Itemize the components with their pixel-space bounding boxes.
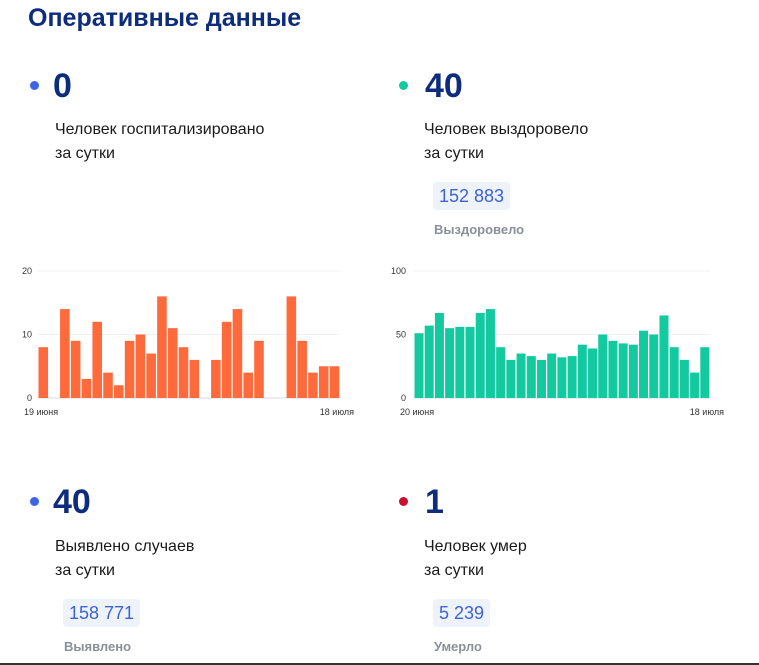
- hospitalized-line1: Человек госпитализировано: [55, 121, 265, 138]
- chart-bar[interactable]: [445, 328, 455, 398]
- cases-total-label: Выявлено: [64, 639, 132, 654]
- deaths-line1: Человек умер: [424, 538, 527, 555]
- recovered-total-label: Выздоровело: [434, 222, 525, 237]
- chart-bar[interactable]: [536, 359, 546, 398]
- chart-bar[interactable]: [659, 315, 669, 398]
- cases-line2: за сутки: [55, 562, 115, 579]
- chart-bar[interactable]: [485, 309, 495, 398]
- deaths-total-badge: 5 239: [433, 599, 491, 627]
- chart-bar[interactable]: [577, 344, 587, 398]
- x-end-label: 18 июля: [690, 407, 724, 417]
- cases-total-badge: 158 771: [63, 599, 141, 627]
- chart-bar[interactable]: [60, 309, 70, 398]
- chart-bar[interactable]: [557, 357, 567, 398]
- x-start-label: 20 июня: [400, 407, 434, 417]
- chart-bar[interactable]: [318, 366, 329, 398]
- hospitalized-line2: за сутки: [55, 145, 115, 162]
- chart-bar[interactable]: [414, 333, 424, 398]
- chart-bar[interactable]: [254, 340, 264, 398]
- cases-line1: Выявлено случаев: [55, 538, 195, 555]
- chart-bar[interactable]: [700, 347, 710, 398]
- chart-bar[interactable]: [455, 326, 465, 398]
- hospitalized-chart: 0 10 20 19 июня 18 июля: [22, 266, 354, 417]
- recovered-line1: Человек выздоровело: [424, 121, 589, 138]
- recovered-value: 40: [425, 67, 463, 105]
- chart-bar[interactable]: [690, 372, 700, 398]
- chart-bar[interactable]: [628, 344, 638, 398]
- chart-bar[interactable]: [475, 312, 485, 398]
- chart-bar[interactable]: [81, 378, 92, 398]
- chart-bar[interactable]: [124, 340, 135, 398]
- cases-description: Выявлено случаев за сутки: [55, 535, 194, 583]
- y-tick-label: 0: [27, 393, 32, 403]
- y-tick-label: 100: [391, 266, 406, 276]
- chart-bar[interactable]: [639, 330, 649, 398]
- chart-bar[interactable]: [308, 372, 318, 398]
- chart-bar[interactable]: [516, 353, 526, 398]
- y-tick-label: 20: [22, 266, 32, 276]
- y-tick-label: 10: [22, 330, 32, 340]
- chart-bar[interactable]: [157, 296, 167, 398]
- deaths-dot: [399, 497, 408, 506]
- chart-bar[interactable]: [434, 312, 444, 398]
- chart-bar[interactable]: [608, 340, 618, 398]
- chart-bar[interactable]: [146, 353, 156, 398]
- recovered-line2: за сутки: [424, 145, 484, 162]
- chart-bar[interactable]: [588, 348, 598, 398]
- x-start-label: 19 июня: [24, 407, 58, 417]
- recovered-chart: 0 50 100 20 июня 18 июля: [391, 266, 724, 417]
- chart-bar[interactable]: [189, 359, 200, 398]
- chart-bar[interactable]: [567, 356, 577, 398]
- recovered-description: Человек выздоровело за сутки: [424, 118, 588, 166]
- chart-bar[interactable]: [243, 372, 254, 398]
- chart-bar[interactable]: [547, 353, 557, 398]
- chart-bar[interactable]: [679, 359, 689, 398]
- cases-dot: [30, 497, 39, 506]
- page-title: Оперативные данные: [28, 4, 302, 32]
- chart-bar[interactable]: [669, 347, 679, 398]
- chart-bar[interactable]: [297, 340, 307, 398]
- deaths-value: 1: [425, 483, 444, 521]
- cases-value: 40: [53, 483, 91, 521]
- deaths-line2: за сутки: [424, 562, 484, 579]
- x-end-label: 18 июля: [320, 407, 354, 417]
- deaths-total-label: Умерло: [434, 639, 482, 654]
- deaths-description: Человек умер за сутки: [424, 535, 527, 583]
- chart-bar[interactable]: [618, 343, 628, 398]
- chart-bar[interactable]: [329, 366, 340, 398]
- chart-bar[interactable]: [506, 359, 516, 398]
- hospitalized-value: 0: [53, 67, 72, 105]
- chart-bar[interactable]: [211, 359, 221, 398]
- hospitalized-description: Человек госпитализировано за сутки: [55, 118, 264, 166]
- chart-bar[interactable]: [424, 325, 434, 398]
- chart-bar[interactable]: [496, 347, 506, 398]
- chart-bar[interactable]: [38, 347, 49, 398]
- chart-bar[interactable]: [70, 340, 81, 398]
- chart-bar[interactable]: [465, 326, 475, 398]
- chart-bar[interactable]: [526, 356, 536, 398]
- chart-bar[interactable]: [114, 385, 124, 398]
- chart-bar[interactable]: [649, 334, 659, 399]
- chart-bar[interactable]: [135, 334, 146, 399]
- chart-bar[interactable]: [598, 334, 608, 399]
- recovered-dot: [399, 81, 408, 90]
- chart-bar[interactable]: [103, 372, 113, 398]
- chart-bar[interactable]: [167, 328, 178, 398]
- y-tick-label: 50: [396, 330, 406, 340]
- chart-bar[interactable]: [178, 347, 189, 398]
- chart-bar[interactable]: [221, 321, 232, 398]
- bottom-border: [0, 663, 759, 665]
- chart-bar[interactable]: [232, 309, 243, 398]
- y-tick-label: 0: [401, 393, 406, 403]
- hospitalized-dot: [30, 81, 39, 90]
- recovered-total-badge: 152 883: [433, 182, 511, 210]
- chart-bar[interactable]: [92, 321, 103, 398]
- chart-bar[interactable]: [286, 296, 297, 398]
